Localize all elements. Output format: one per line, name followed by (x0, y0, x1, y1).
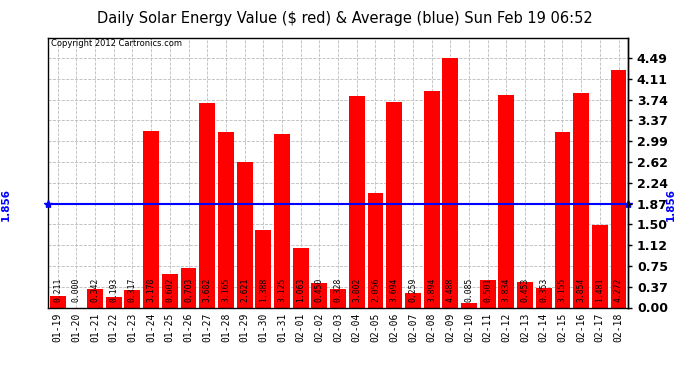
Bar (573, 93, 589, 308)
Bar (218, 132, 234, 308)
Text: 1.063: 1.063 (296, 278, 305, 302)
Text: 3.682: 3.682 (203, 278, 212, 302)
Bar (592, 225, 608, 308)
Text: 2.056: 2.056 (371, 278, 380, 302)
Bar (144, 131, 159, 308)
Text: 0.602: 0.602 (166, 278, 175, 302)
Bar (442, 58, 458, 308)
Text: 0.259: 0.259 (408, 278, 417, 302)
Bar (274, 134, 290, 308)
Text: 3.125: 3.125 (277, 278, 286, 302)
Bar (368, 193, 384, 308)
Bar (424, 91, 440, 308)
Text: 0.342: 0.342 (90, 278, 99, 302)
Text: 3.854: 3.854 (577, 278, 586, 302)
Bar (106, 297, 121, 307)
Bar (199, 103, 215, 308)
Text: 0.501: 0.501 (483, 278, 492, 302)
Text: 0.703: 0.703 (184, 278, 193, 302)
Text: 0.193: 0.193 (109, 278, 118, 302)
Bar (311, 282, 327, 308)
Text: 3.694: 3.694 (390, 278, 399, 302)
Text: 3.165: 3.165 (221, 278, 230, 302)
Bar (517, 282, 533, 308)
Text: 0.328: 0.328 (333, 278, 343, 302)
Text: 0.450: 0.450 (315, 278, 324, 302)
Bar (87, 288, 103, 308)
Text: 0.000: 0.000 (72, 278, 81, 302)
Bar (181, 268, 197, 308)
Text: 2.621: 2.621 (240, 278, 249, 302)
Bar (162, 274, 178, 308)
Bar (611, 70, 627, 308)
Bar (536, 288, 552, 308)
Text: 3.155: 3.155 (558, 278, 567, 302)
Text: 4.272: 4.272 (614, 278, 623, 302)
Text: Copyright 2012 Cartronics.com: Copyright 2012 Cartronics.com (51, 39, 182, 48)
Text: 3.802: 3.802 (353, 278, 362, 302)
Bar (349, 96, 365, 308)
Bar (124, 290, 140, 308)
Text: Daily Solar Energy Value ($ red) & Average (blue) Sun Feb 19 06:52: Daily Solar Energy Value ($ red) & Avera… (97, 11, 593, 26)
Text: 1.481: 1.481 (595, 278, 604, 302)
Bar (386, 102, 402, 308)
Bar (555, 132, 571, 308)
Text: 1.388: 1.388 (259, 278, 268, 302)
Bar (293, 249, 308, 308)
Bar (330, 289, 346, 308)
Text: 0.453: 0.453 (520, 278, 529, 302)
Text: 3.178: 3.178 (147, 278, 156, 302)
Text: 3.834: 3.834 (502, 278, 511, 302)
Text: 3.894: 3.894 (427, 278, 436, 302)
Text: 0.353: 0.353 (540, 278, 549, 302)
Bar (480, 280, 495, 308)
Bar (405, 293, 421, 308)
Bar (50, 296, 66, 307)
Text: 4.488: 4.488 (446, 278, 455, 302)
Bar (255, 230, 271, 308)
Text: 0.317: 0.317 (128, 278, 137, 302)
Text: 1.856: 1.856 (666, 188, 676, 221)
Text: 0.211: 0.211 (53, 278, 62, 302)
Bar (237, 162, 253, 308)
Text: 0.085: 0.085 (464, 278, 473, 302)
Bar (461, 303, 477, 307)
Bar (498, 94, 514, 308)
Text: 1.856: 1.856 (1, 188, 10, 221)
